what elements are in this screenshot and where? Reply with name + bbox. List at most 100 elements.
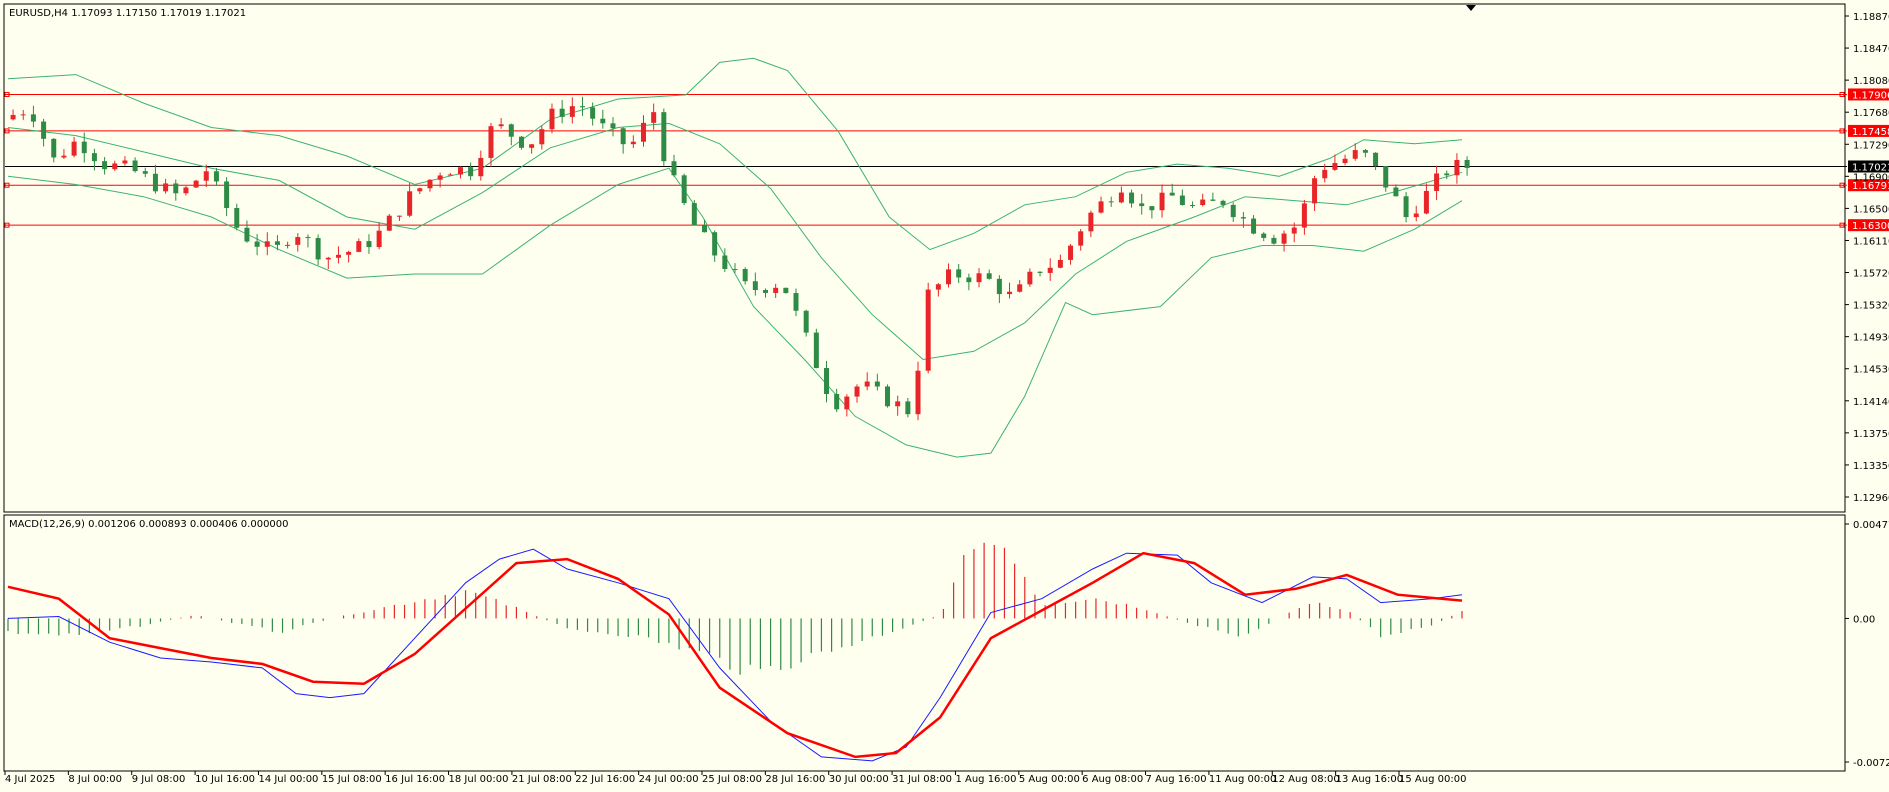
bull-candle [183,187,189,194]
bull-candle [1342,158,1348,164]
bear-candle [661,112,667,162]
price-tick-label: 1.16110 [1853,236,1889,247]
bear-candle [824,368,830,395]
bollinger-lower-line [7,167,1463,458]
bear-candle [905,401,911,415]
time-tick-label: 10 Jul 16:00 [195,774,255,785]
bear-candle [102,161,108,170]
time-tick-label: 1 Aug 16:00 [955,774,1016,785]
price-tick-label: 1.13750 [1853,429,1889,440]
time-tick-label: 15 Aug 00:00 [1399,774,1466,785]
bear-candle [1393,187,1399,197]
bear-candle [783,287,789,294]
bear-candle [274,241,280,245]
bull-candle [356,241,362,252]
bear-candle [91,153,97,162]
bull-candle [386,215,392,231]
bull-candle [773,287,779,293]
bear-candle [813,332,819,369]
bear-candle [1230,204,1236,218]
bull-candle [1078,231,1084,246]
bear-candle [468,167,474,177]
bear-candle [793,293,799,311]
time-tick-label: 31 Jul 08:00 [892,774,952,785]
bull-candle [1068,245,1074,260]
bull-candle [539,129,545,145]
price-tick-label: 1.17680 [1853,108,1889,119]
macd-line [7,548,1463,762]
bull-candle [163,183,169,192]
bull-candle [569,106,575,117]
bear-candle [244,227,250,242]
current-price-label: 1.17021 [1852,162,1889,173]
bear-candle [1362,150,1368,153]
bull-candle [478,157,484,177]
price-tick-label: 1.17290 [1853,140,1889,151]
bear-candle [956,269,962,278]
bollinger-upper-line [7,57,1463,251]
macd-tick-label: -0.007257 [1853,758,1889,769]
bear-candle [681,175,687,204]
bear-candle [1139,203,1145,207]
bull-candle [203,171,209,181]
bear-candle [518,136,524,148]
bull-candle [935,284,941,290]
time-tick-label: 24 Jul 00:00 [639,774,699,785]
price-tick-label: 1.18470 [1853,44,1889,55]
current-price-tag [1848,160,1889,173]
bull-candle [407,191,413,216]
macd-header: MACD(12,26,9) 0.001206 0.000893 0.000406… [9,519,289,530]
bull-candle [61,155,67,158]
shift-marker-icon[interactable] [1466,5,1476,11]
bull-candle [1423,190,1429,214]
bull-candle [1312,178,1318,204]
bull-candle [498,124,504,127]
bull-candle [925,289,931,371]
price-tick-label: 1.18870 [1853,12,1889,23]
bear-candle [691,203,697,226]
bear-candle [254,241,260,247]
bear-candle [366,241,372,248]
price-tick-label: 1.16900 [1853,172,1889,183]
time-tick-label: 9 Jul 08:00 [132,774,186,785]
time-tick-label: 13 Aug 16:00 [1336,774,1403,785]
bull-candle [651,112,657,123]
bull-candle [193,180,199,188]
bull-candle [1352,150,1358,159]
level-price-label: 1.17906 [1852,90,1889,101]
bull-candle [854,386,860,397]
price-tick-label: 1.15720 [1853,269,1889,280]
price-tick-label: 1.13350 [1853,461,1889,472]
bear-candle [234,207,240,228]
bull-candle [1098,201,1104,213]
bear-candle [885,386,891,407]
bear-candle [834,394,840,410]
bull-candle [1088,212,1094,232]
bear-candle [600,118,606,124]
level-price-tag [1848,88,1889,101]
bear-candle [712,232,718,256]
bull-candle [976,273,982,283]
level-price-label: 1.16300 [1852,221,1889,232]
bear-candle [508,124,514,137]
level-anchor-left [4,91,10,97]
bear-candle [1403,196,1409,218]
symbol-header: EURUSD,H4 1.17093 1.17150 1.17019 1.1702… [9,8,246,19]
bull-candle [864,381,870,387]
level-price-tag [1848,219,1889,232]
time-tick-label: 22 Jul 16:00 [575,774,635,785]
price-tick-label: 1.14140 [1853,397,1889,408]
bull-candle [1281,233,1287,244]
bull-candle [1159,192,1165,211]
time-tick-label: 28 Jul 16:00 [765,774,825,785]
time-tick-label: 18 Jul 00:00 [449,774,509,785]
time-tick-label: 11 Aug 00:00 [1209,774,1276,785]
bull-candle [640,122,646,142]
bear-candle [610,123,616,129]
bull-candle [549,108,555,130]
bull-candle [630,141,636,145]
